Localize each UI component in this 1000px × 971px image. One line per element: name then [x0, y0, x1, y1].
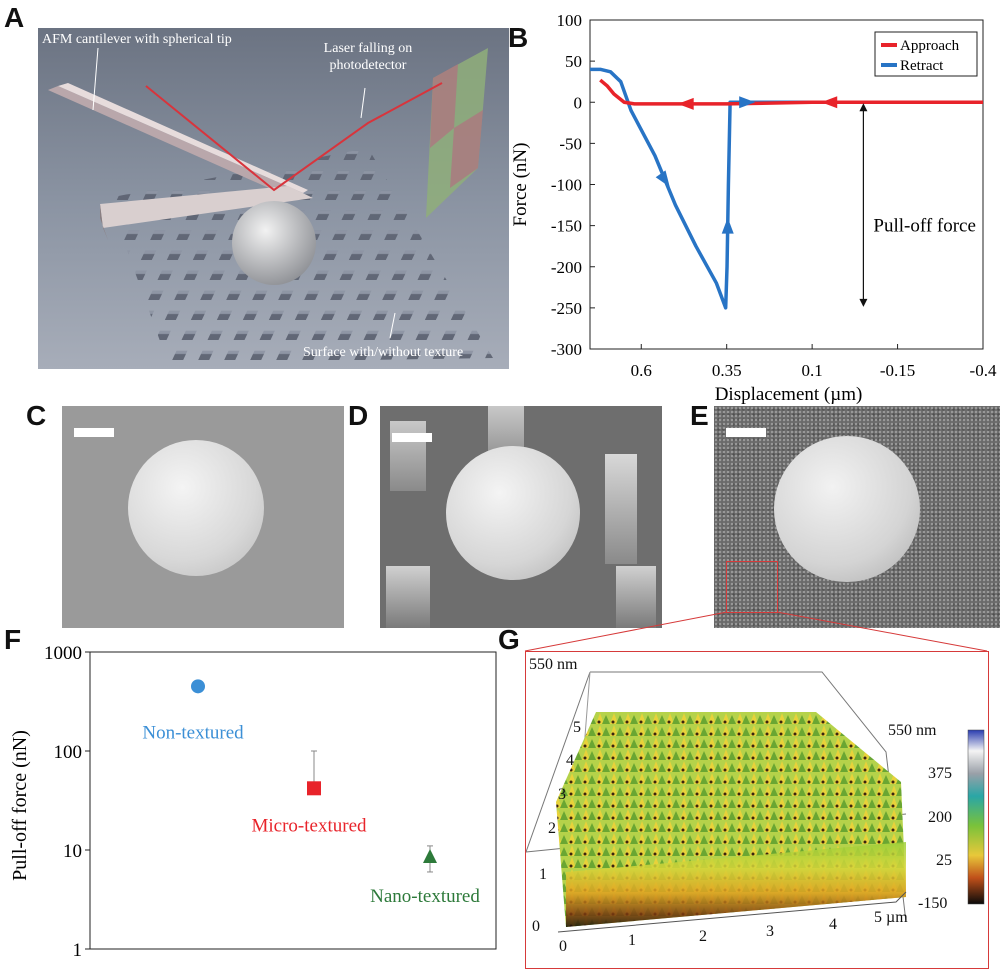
- y-tick: 1: [539, 866, 547, 883]
- pillar: [605, 454, 637, 564]
- series-line-approach: [599, 78, 983, 106]
- colorbar-tick: -150: [918, 895, 948, 912]
- legend-label: Approach: [900, 38, 960, 54]
- surface-label: Surface with/without texture: [303, 345, 464, 360]
- cantilever-label: AFM cantilever with spherical tip: [42, 32, 232, 47]
- colorbar-tick: 375: [928, 765, 952, 782]
- x-tick-label: 0.6: [631, 361, 652, 380]
- x-axis-label: Displacement (µm): [715, 384, 863, 405]
- category-label: Nano-textured: [370, 886, 480, 907]
- retract-arrow: [739, 96, 756, 109]
- colorbar-tick: 200: [928, 809, 952, 826]
- x-tick: 1: [628, 932, 636, 949]
- force-displacement-chart: 100 50 0 -50 -100 -150 -200 -250 -300 0.6 0.35 0.1 -…: [510, 11, 997, 405]
- x-tick-label: 0.1: [802, 361, 823, 380]
- scale-bar: [392, 433, 432, 442]
- x-tick-label: -0.15: [880, 361, 915, 380]
- y-tick-label: 1: [73, 940, 83, 961]
- pull-off-annotation: Pull-off force: [873, 216, 976, 237]
- y-tick-label: 1000: [44, 643, 82, 664]
- approach-arrow: [821, 96, 838, 109]
- sem-image-micro-textured: [380, 406, 662, 628]
- y-tick: 4: [566, 752, 574, 769]
- pull-off-arrowhead: [859, 103, 868, 112]
- afm-schematic-image: AFM cantilever with spherical tip Laser …: [38, 28, 509, 369]
- y-tick-label: 100: [54, 742, 83, 763]
- y-axis-label: Pull-off force (nN): [9, 730, 31, 881]
- plot-frame: [89, 651, 497, 950]
- sphere: [446, 446, 580, 580]
- y-tick-label: -300: [551, 340, 582, 359]
- x-tick: 0: [559, 938, 567, 955]
- y-tick-label: 10: [63, 841, 82, 862]
- category-label: Non-textured: [142, 722, 244, 743]
- data-point-non-textured: [191, 679, 205, 694]
- laser-label: Laser falling on photodetector: [323, 41, 413, 73]
- x-tick: 5 µm: [874, 909, 908, 926]
- data-point-micro-textured: [307, 781, 321, 796]
- colorbar-tick: 25: [936, 852, 952, 869]
- data-point-nano-textured: [423, 848, 437, 863]
- panel-c-letter: C: [26, 400, 47, 431]
- panel-b-letter: B: [508, 22, 529, 53]
- x-tick-label: -0.4: [970, 361, 997, 380]
- z-top-label: 550 nm: [529, 656, 578, 673]
- y-tick: 3: [558, 786, 566, 803]
- retract-arrow: [721, 217, 734, 234]
- y-tick-label: 50: [565, 52, 582, 71]
- pillar: [390, 421, 426, 491]
- x-tick: 2: [699, 928, 707, 945]
- y-tick-label: -50: [559, 134, 582, 153]
- panel-e-letter: E: [690, 400, 709, 431]
- sem-image-non-textured: [62, 406, 344, 628]
- sphere: [774, 436, 920, 582]
- y-tick: 5: [573, 719, 581, 736]
- pillar: [616, 566, 656, 628]
- y-tick: 2: [548, 820, 556, 837]
- category-label: Micro-textured: [251, 815, 367, 836]
- pull-off-arrowhead: [859, 298, 868, 307]
- colorbar-tick: 550 nm: [888, 722, 937, 739]
- legend-box: [874, 31, 978, 77]
- retract-arrow: [655, 170, 670, 187]
- afm-topography-3d: 550 nm 5 4 3 2 1 0 0 1 2 3 4 5 µm 550 nm…: [525, 651, 989, 969]
- panel-f-letter: F: [4, 624, 22, 655]
- panel-d-letter: D: [348, 400, 369, 431]
- panel-g-letter: G: [498, 624, 520, 655]
- approach-arrow: [677, 97, 694, 110]
- y-tick-label: -150: [551, 217, 582, 236]
- scale-bar: [726, 428, 766, 437]
- scale-bar: [74, 428, 114, 437]
- y-tick-label: -200: [551, 258, 582, 277]
- sem-image-nano-textured: [714, 406, 1000, 628]
- y-tick-label: 0: [574, 93, 583, 112]
- x-tick-label: 0.35: [712, 361, 742, 380]
- legend-label: Retract: [900, 58, 944, 74]
- zoom-region-box: [726, 561, 778, 613]
- pillar: [386, 566, 430, 628]
- y-tick: 0: [532, 918, 540, 935]
- y-tick-label: 100: [557, 11, 583, 30]
- x-tick: 4: [829, 916, 837, 933]
- y-tick-label: -100: [551, 176, 582, 195]
- pull-off-force-chart: 1000 100 10 1 Pull-off force (nN) Non-texture…: [9, 643, 497, 961]
- panel-a-letter: A: [4, 2, 25, 33]
- sphere: [128, 440, 264, 576]
- x-tick: 3: [766, 923, 774, 940]
- y-tick-label: -250: [551, 299, 582, 318]
- y-axis-label: Force (nN): [510, 143, 531, 227]
